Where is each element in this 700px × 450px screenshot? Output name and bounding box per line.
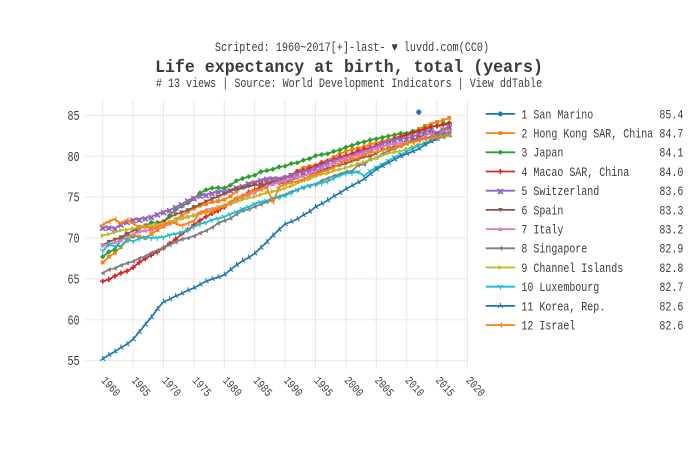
svg-text:82.9: 82.9 bbox=[659, 243, 683, 258]
svg-text:12 Israel: 12 Israel bbox=[521, 319, 575, 334]
svg-text:1 San Marino: 1 San Marino bbox=[521, 108, 593, 123]
svg-text:82.7: 82.7 bbox=[659, 281, 683, 296]
svg-text:85: 85 bbox=[67, 109, 79, 125]
svg-text:83.2: 83.2 bbox=[659, 223, 683, 238]
svg-text:9 Channel Islands: 9 Channel Islands bbox=[521, 262, 623, 277]
svg-text:4 Macao SAR, China: 4 Macao SAR, China bbox=[521, 166, 629, 181]
svg-text:75: 75 bbox=[67, 190, 79, 206]
svg-text:80: 80 bbox=[67, 150, 79, 166]
svg-text:11 Korea, Rep.: 11 Korea, Rep. bbox=[521, 300, 605, 315]
svg-text:84.1: 84.1 bbox=[659, 147, 683, 162]
svg-text:60: 60 bbox=[67, 313, 79, 329]
svg-text:84.7: 84.7 bbox=[659, 127, 683, 142]
svg-text:70: 70 bbox=[67, 231, 79, 247]
svg-text:5 Switzerland: 5 Switzerland bbox=[521, 185, 599, 200]
svg-text:6 Spain: 6 Spain bbox=[521, 204, 563, 219]
svg-text:82.6: 82.6 bbox=[659, 319, 683, 334]
svg-text:7 Italy: 7 Italy bbox=[521, 223, 563, 238]
svg-text:65: 65 bbox=[67, 272, 79, 288]
svg-text:85.4: 85.4 bbox=[659, 108, 683, 123]
svg-text:82.8: 82.8 bbox=[659, 262, 683, 277]
svg-text:3 Japan: 3 Japan bbox=[521, 147, 563, 162]
svg-text:Scripted: 1960~2017[+]-last- ♥: Scripted: 1960~2017[+]-last- ♥ luvdd.com… bbox=[215, 40, 489, 56]
svg-text:10 Luxembourg: 10 Luxembourg bbox=[521, 281, 599, 296]
svg-text:83.3: 83.3 bbox=[659, 204, 683, 219]
svg-text:55: 55 bbox=[67, 354, 79, 370]
svg-text:82.6: 82.6 bbox=[659, 300, 683, 315]
svg-text:2 Hong Kong SAR, China: 2 Hong Kong SAR, China bbox=[521, 127, 653, 142]
svg-text:83.6: 83.6 bbox=[659, 185, 683, 200]
svg-text:# 13 views | Source: World Dev: # 13 views | Source: World Development I… bbox=[156, 77, 542, 92]
svg-text:8 Singapore: 8 Singapore bbox=[521, 243, 587, 258]
svg-text:Life expectancy at birth, tota: Life expectancy at birth, total (years) bbox=[155, 59, 543, 78]
svg-text:84.0: 84.0 bbox=[659, 166, 683, 181]
